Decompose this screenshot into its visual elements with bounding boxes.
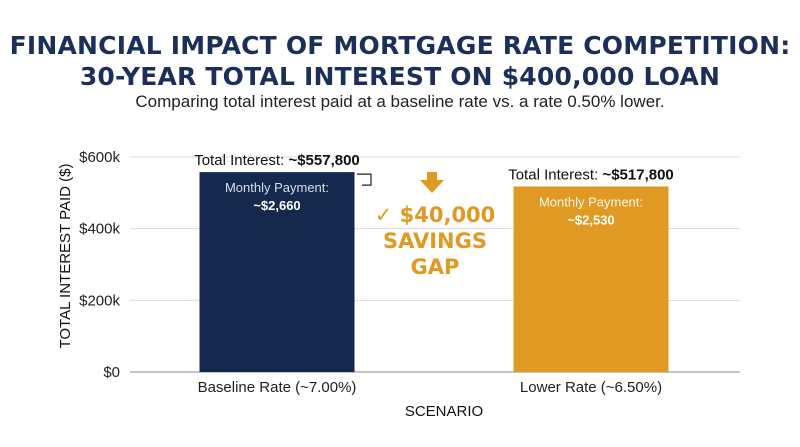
x-axis-title: SCENARIO bbox=[405, 403, 483, 420]
savings-amount: ✓ $40,000 bbox=[375, 203, 496, 227]
chart-title-line-1: FINANCIAL IMPACT OF MORTGAGE RATE COMPET… bbox=[9, 31, 791, 60]
x-axis-categories: Baseline Rate (~7.00%) Lower Rate (~6.50%… bbox=[198, 379, 663, 396]
y-tick-label: $200k bbox=[79, 292, 120, 309]
x-category-label: Lower Rate (~6.50%) bbox=[520, 379, 662, 396]
monthly-payment-value: ~$2,530 bbox=[567, 212, 614, 227]
total-interest-label: Total Interest: ~$517,800 bbox=[508, 166, 674, 183]
y-tick-label: $600k bbox=[79, 149, 120, 166]
savings-label: SAVINGS bbox=[383, 229, 487, 253]
monthly-payment-value: ~$2,660 bbox=[253, 198, 300, 213]
down-arrow-icon bbox=[420, 172, 444, 193]
y-tick-label: $400k bbox=[79, 221, 120, 238]
bar-lower bbox=[513, 186, 669, 372]
y-axis-title: TOTAL INTEREST PAID ($) bbox=[57, 163, 74, 348]
bracket-connector bbox=[357, 173, 372, 186]
chart-subtitle: Comparing total interest paid at a basel… bbox=[135, 92, 665, 111]
chart-title: FINANCIAL IMPACT OF MORTGAGE RATE COMPET… bbox=[0, 30, 800, 92]
check-icon: ✓ bbox=[375, 203, 400, 227]
y-axis-ticks: $0 $200k $400k $600k bbox=[79, 149, 120, 381]
y-tick-label: $0 bbox=[103, 364, 120, 381]
monthly-payment-label: Monthly Payment: bbox=[225, 180, 329, 195]
gap-label: GAP bbox=[411, 255, 460, 279]
x-category-label: Baseline Rate (~7.00%) bbox=[198, 379, 357, 396]
monthly-payment-label: Monthly Payment: bbox=[539, 194, 643, 209]
bar-baseline bbox=[199, 172, 355, 372]
total-interest-label: Total Interest: ~$557,800 bbox=[194, 152, 360, 169]
chart-title-line-2: 30-YEAR TOTAL INTEREST ON $400,000 LOAN bbox=[79, 62, 721, 91]
bars: Total Interest: ~$557,800 Monthly Payment… bbox=[194, 152, 674, 372]
